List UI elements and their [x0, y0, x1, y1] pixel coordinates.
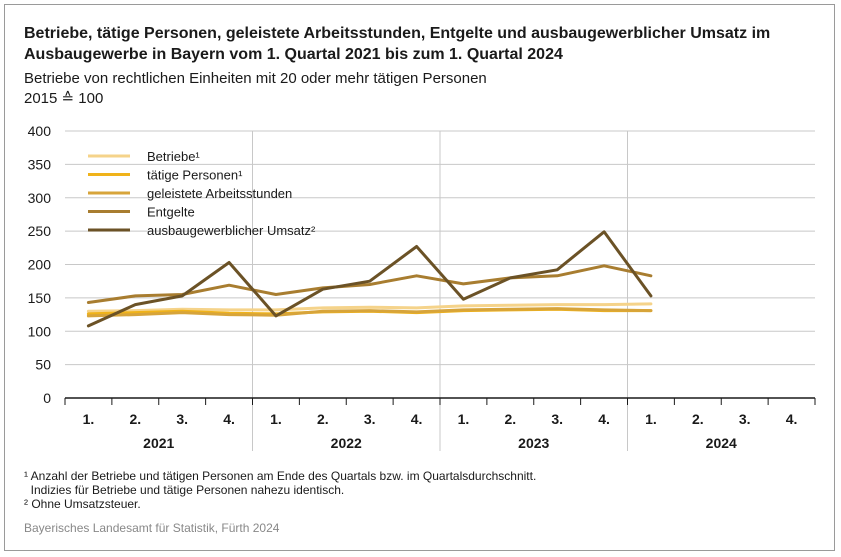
series-line-1 [86, 302, 653, 313]
x-quarter-label: 1. [645, 411, 657, 427]
x-quarter-label: 2. [129, 411, 141, 427]
series-line-5 [86, 230, 653, 328]
legend-label-4: Entgelte [147, 205, 195, 220]
chart-subtitle: Betriebe von rechtlichen Einheiten mit 2… [24, 70, 487, 87]
y-tick-label: 300 [28, 190, 52, 206]
x-quarter-label: 3. [364, 411, 376, 427]
legend-label-2: tätige Personen¹ [147, 168, 243, 183]
footnote-2: ² Ohne Umsatzsteuer. [24, 497, 141, 511]
y-tick-label: 250 [28, 223, 52, 239]
legend-label-3: geleistete Arbeitsstunden [147, 186, 292, 201]
y-tick-label: 50 [35, 357, 51, 373]
x-quarter-label: 4. [786, 411, 798, 427]
x-year-label: 2024 [706, 435, 737, 451]
x-quarter-label: 4. [411, 411, 423, 427]
y-tick-label: 150 [28, 290, 52, 306]
x-quarter-label: 2. [692, 411, 704, 427]
x-year-label: 2021 [143, 435, 174, 451]
y-tick-label: 400 [28, 123, 52, 139]
x-quarter-label: 2. [317, 411, 329, 427]
legend-label-5: ausbaugewerblicher Umsatz² [147, 223, 316, 238]
x-quarter-label: 2. [504, 411, 516, 427]
footnote-1-cont: Indizies für Betriebe und tätige Persone… [24, 483, 345, 497]
x-year-label: 2023 [518, 435, 549, 451]
legend-label-1: Betriebe¹ [147, 149, 200, 164]
y-tick-label: 100 [28, 323, 52, 339]
x-quarter-label: 4. [598, 411, 610, 427]
unit-label: 2015 ≙ 100 [24, 90, 104, 107]
x-quarter-label: 1. [270, 411, 282, 427]
footnote-1: ¹ Anzahl der Betriebe und tätigen Person… [24, 469, 537, 483]
series-line-3 [86, 307, 653, 318]
x-quarter-label: 1. [83, 411, 95, 427]
y-tick-label: 0 [43, 390, 51, 406]
source-note: Bayerisches Landesamt für Statistik, Für… [24, 521, 280, 535]
y-tick-label: 200 [28, 257, 52, 273]
x-quarter-label: 3. [176, 411, 188, 427]
x-year-label: 2022 [331, 435, 362, 451]
x-quarter-label: 3. [739, 411, 751, 427]
x-quarter-label: 4. [223, 411, 235, 427]
x-quarter-label: 3. [551, 411, 563, 427]
chart-frame [4, 4, 835, 551]
y-tick-label: 350 [28, 156, 52, 172]
chart-title: Betriebe, tätige Personen, geleistete Ar… [24, 25, 771, 63]
x-quarter-label: 1. [458, 411, 470, 427]
footnotes: ¹ Anzahl der Betriebe und tätigen Person… [24, 469, 536, 511]
